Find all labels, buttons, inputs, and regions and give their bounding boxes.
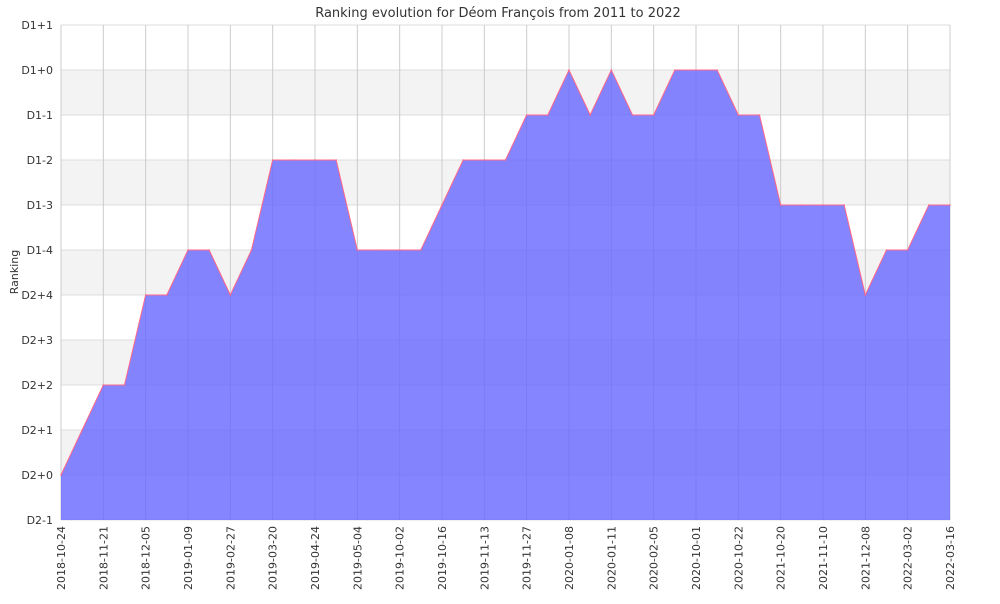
data-point [568,69,570,71]
data-point [229,294,232,296]
data-point [462,159,464,161]
x-tick-label: 2019-10-02 [394,526,407,590]
data-point [102,384,105,386]
data-point [801,204,803,206]
data-point [271,159,274,161]
data-point [547,114,549,116]
x-tick-label: 2019-11-27 [521,526,534,590]
data-point [314,159,316,161]
data-point [483,159,486,161]
y-tick-label: D1+0 [21,64,53,77]
data-point [864,294,867,296]
data-point [758,114,761,116]
data-point [885,249,888,251]
data-point [610,69,613,71]
data-point [737,114,740,116]
data-point [81,429,83,431]
y-tick-label: D1-2 [27,154,53,167]
x-tick-label: 2019-10-16 [436,526,449,590]
data-point [674,69,676,71]
data-point [398,249,401,251]
data-point [293,159,295,161]
data-point [822,204,824,206]
data-point [652,114,655,116]
ranking-area [61,70,950,520]
x-tick-label: 2019-11-13 [478,526,491,590]
x-tick-label: 2018-12-05 [140,526,153,590]
y-tick-label: D2+4 [21,289,53,302]
x-tick-label: 2020-01-11 [605,526,618,590]
data-point [928,204,930,206]
data-point [123,384,126,386]
x-tick-label: 2022-03-16 [944,526,957,590]
x-tick-label: 2018-11-21 [97,526,110,590]
data-point [250,249,253,251]
data-point [166,294,168,296]
x-tick-label: 2020-10-22 [732,526,745,590]
data-point [420,249,422,251]
data-point [779,204,782,206]
data-point [208,249,210,251]
data-point [631,114,634,116]
y-tick-label: D2+1 [21,424,53,437]
x-tick-label: 2019-04-24 [309,526,322,590]
grid-band [61,70,950,115]
y-tick-label: D2-1 [27,514,53,527]
y-tick-label: D1-3 [27,199,53,212]
data-point [335,159,337,161]
data-point [441,204,443,206]
data-point [187,249,189,251]
x-tick-label: 2021-12-08 [859,526,872,590]
data-point [356,249,359,251]
data-point [589,114,591,116]
data-point [949,204,951,206]
x-tick-label: 2019-03-20 [267,526,280,590]
x-tick-label: 2021-11-10 [817,526,830,590]
data-point [504,159,507,161]
y-axis-label: Ranking [8,250,21,295]
data-point [144,294,147,296]
x-tick-label: 2020-01-08 [563,526,576,590]
data-point [843,204,845,206]
data-point [695,69,697,71]
data-point [906,249,909,251]
x-tick-label: 2018-10-24 [55,526,68,590]
x-tick-label: 2020-02-05 [648,526,661,590]
y-tick-label: D1-4 [27,244,53,257]
x-tick-label: 2021-10-20 [775,526,788,590]
y-tick-label: D1-1 [27,109,53,122]
x-tick-label: 2019-02-27 [224,526,237,590]
x-tick-label: 2019-01-09 [182,526,195,590]
y-tick-label: D2+3 [21,334,53,347]
x-tick-label: 2022-03-02 [902,526,915,590]
data-point [525,114,528,116]
data-point [377,249,380,251]
y-tick-label: D2+2 [21,379,53,392]
x-tick-label: 2019-05-04 [351,526,364,590]
y-tick-label: D1+1 [21,19,53,32]
chart-title: Ranking evolution for Déom François from… [315,6,681,21]
data-point [716,69,718,71]
y-tick-label: D2+0 [21,469,53,482]
x-tick-label: 2020-10-01 [690,526,703,590]
data-point [60,474,62,476]
